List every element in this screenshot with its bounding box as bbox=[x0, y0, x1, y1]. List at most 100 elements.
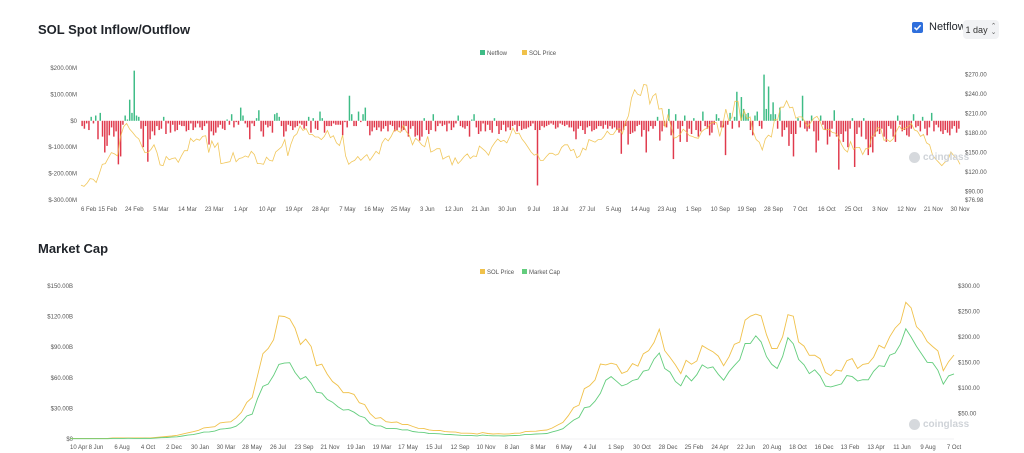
netflow-bar-outflow bbox=[85, 120, 88, 124]
netflow-bar-outflow bbox=[899, 120, 901, 125]
legend-label-1: Market Cap bbox=[529, 270, 561, 276]
netflow-bar-outflow bbox=[645, 120, 647, 153]
market-cap-chart-title: Market Cap bbox=[38, 241, 109, 256]
x-tick-label: 28 Sep bbox=[764, 207, 784, 213]
netflow-bar-outflow bbox=[153, 120, 156, 136]
netflow-bar-outflow bbox=[926, 120, 928, 136]
x-tick-label: 12 Nov bbox=[897, 207, 916, 213]
netflow-toggle[interactable]: Netflow bbox=[912, 21, 966, 33]
netflow-bar-outflow bbox=[831, 120, 833, 129]
netflow-bar-inflow bbox=[128, 99, 131, 121]
netflow-bar-outflow bbox=[629, 120, 632, 134]
netflow-bar-outflow bbox=[559, 120, 561, 124]
netflow-bar-outflow bbox=[577, 120, 580, 129]
netflow-bar-outflow bbox=[625, 120, 627, 127]
y-left-tick-label: $60.00B bbox=[51, 376, 73, 382]
legend-swatch-0 bbox=[480, 269, 485, 274]
netflow-bar-outflow bbox=[761, 120, 763, 129]
netflow-bar-outflow bbox=[822, 120, 824, 125]
netflow-bar-outflow bbox=[593, 120, 595, 131]
netflow-bar-outflow bbox=[906, 120, 908, 136]
x-tick-label: 19 Jan bbox=[347, 445, 365, 451]
netflow-bar-outflow bbox=[958, 120, 960, 129]
netflow-bar-inflow bbox=[740, 97, 743, 121]
netflow-bar-outflow bbox=[672, 120, 675, 160]
y-left-tick-label: $90.00B bbox=[51, 345, 73, 351]
interval-select[interactable]: 1 day ⌃ ⌄ bbox=[963, 20, 999, 39]
netflow-bar-outflow bbox=[228, 120, 231, 125]
netflow-bar-outflow bbox=[677, 120, 679, 129]
netflow-bar-outflow bbox=[210, 120, 212, 132]
x-tick-label: 16 Oct bbox=[818, 207, 836, 213]
netflow-bar-outflow bbox=[283, 120, 285, 137]
netflow-bar-inflow bbox=[772, 102, 774, 121]
y-left-tick-label: $100.00M bbox=[50, 92, 77, 98]
netflow-bar-outflow bbox=[156, 120, 158, 127]
netflow-bar-outflow bbox=[563, 120, 566, 127]
netflow-bar-outflow bbox=[892, 120, 894, 137]
netflow-bar-outflow bbox=[280, 120, 283, 127]
netflow-bar-inflow bbox=[473, 114, 475, 121]
chevron-updown-icon: ⌃ ⌄ bbox=[990, 22, 997, 36]
netflow-bar-outflow bbox=[659, 120, 661, 141]
netflow-bar-outflow bbox=[335, 120, 337, 125]
netflow-bar-outflow bbox=[790, 120, 792, 134]
netflow-bar-outflow bbox=[398, 120, 401, 128]
netflow-bar-outflow bbox=[955, 120, 958, 133]
x-tick-label: 21 Nov bbox=[320, 445, 339, 451]
netflow-bar-outflow bbox=[847, 120, 849, 148]
netflow-bar-outflow bbox=[310, 120, 312, 133]
netflow-bar-inflow bbox=[423, 118, 425, 121]
inflow-chart-title: SOL Spot Inflow/Outflow bbox=[38, 22, 191, 37]
x-tick-label: 20 Aug bbox=[763, 445, 782, 451]
netflow-bar-outflow bbox=[844, 120, 847, 132]
netflow-bar-outflow bbox=[285, 120, 287, 132]
y-right-tick-label: $76.98 bbox=[965, 198, 984, 204]
netflow-bar-outflow bbox=[332, 120, 335, 124]
netflow-bar-outflow bbox=[251, 120, 253, 124]
y-right-tick-label: $50.00 bbox=[958, 412, 977, 418]
x-tick-label: 15 Jul bbox=[426, 445, 442, 451]
netflow-bar-inflow bbox=[126, 119, 129, 121]
netflow-bar-outflow bbox=[618, 120, 620, 133]
netflow-bar-outflow bbox=[600, 120, 602, 127]
netflow-bar-outflow bbox=[502, 120, 505, 125]
netflow-bar-outflow bbox=[949, 120, 951, 136]
netflow-bar-outflow bbox=[688, 120, 691, 129]
coinglass-logo-icon bbox=[909, 152, 920, 163]
netflow-bar-outflow bbox=[838, 120, 840, 170]
netflow-bar-outflow bbox=[552, 120, 555, 125]
x-tick-label: 13 Feb bbox=[841, 445, 860, 451]
x-tick-label: 18 Oct bbox=[789, 445, 807, 451]
x-tick-label: 9 Jul bbox=[527, 207, 540, 213]
netflow-bar-inflow bbox=[754, 115, 756, 121]
netflow-bar-outflow bbox=[867, 120, 869, 156]
y-left-tick-label: $-100.00M bbox=[48, 145, 77, 151]
netflow-bar-outflow bbox=[776, 120, 779, 129]
x-tick-label: 25 Feb bbox=[685, 445, 704, 451]
netflow-bar-outflow bbox=[355, 120, 357, 127]
x-tick-label: 10 Sep bbox=[711, 207, 731, 213]
netflow-bar-inflow bbox=[733, 116, 736, 121]
netflow-bar-outflow bbox=[588, 120, 591, 127]
netflow-checkbox[interactable] bbox=[912, 21, 923, 33]
x-tick-label: 7 Oct bbox=[793, 207, 808, 213]
netflow-bar-outflow bbox=[604, 120, 607, 125]
netflow-bar-outflow bbox=[849, 120, 851, 129]
netflow-bar-outflow bbox=[582, 120, 584, 131]
netflow-bar-inflow bbox=[321, 118, 324, 121]
netflow-bar-inflow bbox=[668, 108, 670, 121]
netflow-bar-outflow bbox=[554, 120, 557, 129]
netflow-bar-outflow bbox=[219, 120, 222, 125]
netflow-bar-outflow bbox=[937, 120, 940, 128]
netflow-bar-outflow bbox=[92, 120, 95, 124]
x-tick-label: 8 Jun bbox=[89, 445, 104, 451]
netflow-bar-outflow bbox=[174, 120, 176, 132]
netflow-bar-outflow bbox=[541, 120, 543, 127]
netflow-bar-inflow bbox=[133, 70, 135, 121]
netflow-bar-outflow bbox=[568, 120, 570, 128]
netflow-bar-outflow bbox=[495, 120, 498, 127]
netflow-bar-outflow bbox=[425, 120, 428, 131]
netflow-bar-outflow bbox=[738, 120, 740, 128]
netflow-bar-inflow bbox=[230, 114, 233, 121]
